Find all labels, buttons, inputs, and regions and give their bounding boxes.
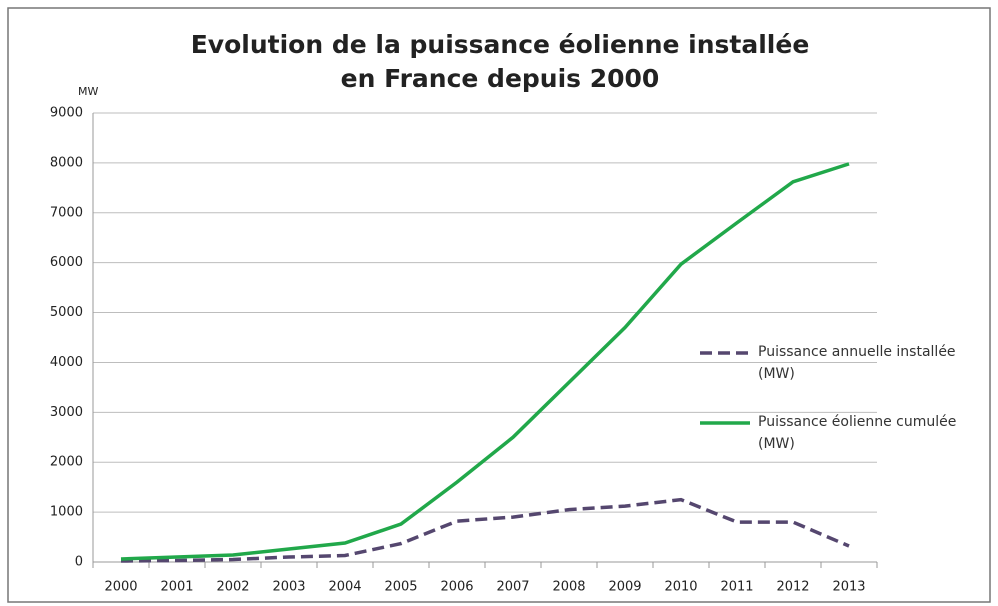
y-tick-label: 7000	[50, 205, 83, 220]
y-tick-label: 2000	[50, 455, 83, 470]
x-tick-label: 2005	[384, 580, 417, 595]
y-tick-label: 5000	[50, 305, 83, 320]
y-tick-label: 0	[75, 555, 83, 570]
x-tick-label: 2009	[608, 580, 641, 595]
y-tick-label: 1000	[50, 505, 83, 520]
x-tick-label: 2013	[832, 580, 865, 595]
y-tick-label: 3000	[50, 405, 83, 420]
x-tick-label: 2006	[440, 580, 473, 595]
x-tick-label: 2001	[160, 580, 193, 595]
y-tick-label: 4000	[50, 355, 83, 370]
x-tick-label: 2007	[496, 580, 529, 595]
series-line	[120, 497, 850, 563]
y-tick-label: 9000	[50, 106, 83, 121]
legend-label: Puissance éolienne cumulée (MW)	[758, 414, 957, 452]
series-line	[120, 162, 850, 561]
x-tick-label: 2003	[272, 580, 305, 595]
y-axis-label: MW	[78, 85, 98, 98]
x-tick-label: 2002	[216, 580, 249, 595]
x-tick-label: 2011	[720, 580, 753, 595]
x-tick-label: 2004	[328, 580, 361, 595]
x-tick-label: 2012	[776, 580, 809, 595]
chart-border	[7, 7, 991, 603]
chart-title: Evolution de la puissance éolienne insta…	[190, 30, 810, 93]
y-tick-label: 8000	[50, 155, 83, 170]
y-tick-label: 6000	[50, 255, 83, 270]
legend-label: Puissance annuelle installée (MW)	[758, 344, 956, 382]
x-tick-label: 2010	[664, 580, 697, 595]
x-tick-label: 2000	[104, 580, 137, 595]
x-tick-label: 2008	[552, 580, 585, 595]
